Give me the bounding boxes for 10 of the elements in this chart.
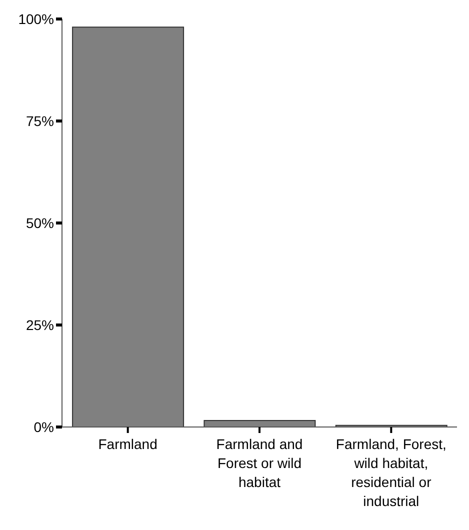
y-tick-label: 75% — [26, 112, 54, 129]
y-tick-label: 50% — [26, 214, 54, 231]
bar — [204, 420, 316, 427]
bar — [72, 26, 184, 427]
x-tick-label: Farmland, Forest, wild habitat, residential or industrial — [336, 436, 446, 509]
y-tick-label: 100% — [18, 10, 54, 27]
x-tick-label: Farmland — [98, 436, 158, 452]
y-tick-label: 25% — [26, 316, 54, 333]
x-tick-label: Farmland and Forest or wild habitat — [216, 436, 303, 490]
y-tick-label: 0% — [34, 418, 54, 435]
